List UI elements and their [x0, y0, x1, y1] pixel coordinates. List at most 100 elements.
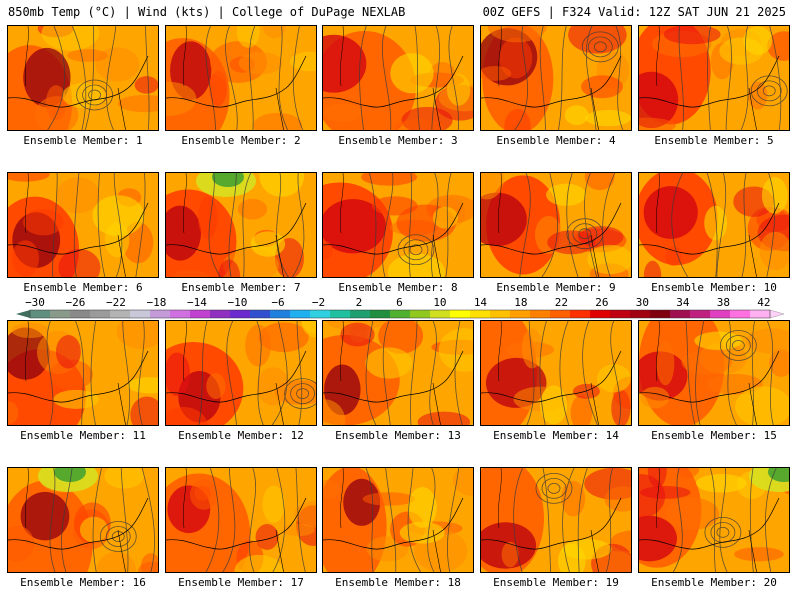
colorbar-tick-label: −14: [187, 296, 207, 309]
colorbar-tick-label: 14: [474, 296, 488, 309]
ensemble-member-label: Ensemble Member: 4: [496, 134, 616, 147]
ensemble-map-panel: [638, 172, 790, 278]
colorbar-segment: [230, 310, 251, 318]
ensemble-map-panel: [480, 172, 632, 278]
ensemble-map-panel: [165, 172, 317, 278]
ensemble-member-label: Ensemble Member: 9: [496, 281, 616, 294]
colorbar-segment: [530, 310, 551, 318]
colorbar-min-arrow: [16, 310, 30, 318]
colorbar-tick-label: −30: [25, 296, 45, 309]
colorbar-segment: [250, 310, 271, 318]
ensemble-map-panel: [7, 320, 159, 426]
colorbar-segment: [490, 310, 511, 318]
colorbar-tick-label: 26: [595, 296, 608, 309]
colorbar-segment: [510, 310, 531, 318]
ensemble-map-panel: [7, 172, 159, 278]
ensemble-member-label: Ensemble Member: 10: [651, 281, 777, 294]
colorbar-segment: [610, 310, 631, 318]
colorbar-segment: [210, 310, 231, 318]
colorbar-segment: [430, 310, 451, 318]
colorbar-tick-label: 38: [717, 296, 730, 309]
colorbar-tick-label: 18: [514, 296, 527, 309]
ensemble-member-label: Ensemble Member: 12: [178, 429, 304, 442]
ensemble-member-label: Ensemble Member: 1: [23, 134, 143, 147]
ensemble-member-label: Ensemble Member: 8: [338, 281, 458, 294]
colorbar-tick-label: 2: [356, 296, 363, 309]
ensemble-member-label: Ensemble Member: 20: [651, 576, 777, 589]
colorbar-segment: [450, 310, 471, 318]
colorbar-segment: [30, 310, 51, 318]
colorbar-segment: [330, 310, 351, 318]
colorbar-tick-label: −26: [66, 296, 86, 309]
colorbar-segment: [110, 310, 131, 318]
ensemble-member-label: Ensemble Member: 15: [651, 429, 777, 442]
ensemble-map-panel: [165, 467, 317, 573]
colorbar-segment: [670, 310, 691, 318]
ensemble-member-label: Ensemble Member: 11: [20, 429, 146, 442]
colorbar-segment: [170, 310, 191, 318]
colorbar-segment: [350, 310, 371, 318]
colorbar-tick-label: −18: [147, 296, 167, 309]
colorbar-segment: [570, 310, 591, 318]
colorbar-segment: [410, 310, 431, 318]
ensemble-member-label: Ensemble Member: 19: [493, 576, 619, 589]
colorbar-tick-label: −22: [106, 296, 126, 309]
temperature-colorbar: −30 −26 −22 −18 −14 −10 −6 −2 2 6 10 14 18 22 26 30 34 38…: [16, 296, 785, 319]
ensemble-map-panel: [480, 320, 632, 426]
ensemble-map-panel: [7, 467, 159, 573]
colorbar-segment: [310, 310, 331, 318]
colorbar-segment: [470, 310, 491, 318]
colorbar-segment: [370, 310, 391, 318]
colorbar-tick-label: 34: [676, 296, 690, 309]
ensemble-member-label: Ensemble Member: 3: [338, 134, 458, 147]
ensemble-map-panel: [480, 25, 632, 131]
colorbar-segment: [270, 310, 291, 318]
colorbar-segment: [710, 310, 731, 318]
colorbar-segment: [650, 310, 671, 318]
colorbar-tick-label: 10: [433, 296, 446, 309]
colorbar-tick-label: −2: [312, 296, 325, 309]
colorbar-tick-label: −10: [228, 296, 248, 309]
colorbar-tick-label: −6: [271, 296, 284, 309]
ensemble-member-label: Ensemble Member: 5: [654, 134, 774, 147]
ensemble-member-label: Ensemble Member: 13: [335, 429, 461, 442]
colorbar-tick-label: 42: [757, 296, 770, 309]
ensemble-member-label: Ensemble Member: 7: [181, 281, 301, 294]
colorbar-segment: [690, 310, 711, 318]
ensemble-map-panel: [638, 467, 790, 573]
ensemble-map-panel: [7, 25, 159, 131]
ensemble-member-label: Ensemble Member: 2: [181, 134, 301, 147]
ensemble-map-panel: [480, 467, 632, 573]
ensemble-member-label: Ensemble Member: 18: [335, 576, 461, 589]
ensemble-map-panel: [638, 25, 790, 131]
colorbar-segment: [550, 310, 571, 318]
colorbar-segment: [190, 310, 211, 318]
colorbar-segment: [150, 310, 171, 318]
colorbar-max-arrow: [769, 309, 785, 319]
colorbar-tick-label: 22: [555, 296, 568, 309]
ensemble-member-label: Ensemble Member: 17: [178, 576, 304, 589]
colorbar-tick-label: 6: [396, 296, 403, 309]
ensemble-map-panel: [322, 172, 474, 278]
ensemble-map-panel: [165, 25, 317, 131]
ensemble-member-label: Ensemble Member: 16: [20, 576, 146, 589]
colorbar-segment: [90, 310, 111, 318]
colorbar-tick-label: 30: [636, 296, 649, 309]
colorbar-segment: [750, 310, 771, 318]
ensemble-member-label: Ensemble Member: 6: [23, 281, 143, 294]
valid-time-label: 00Z GEFS | F324 Valid: 12Z SAT JUN 21 20…: [482, 5, 786, 19]
colorbar-segment: [130, 310, 151, 318]
colorbar-segment: [730, 310, 751, 318]
colorbar-segment: [70, 310, 91, 318]
colorbar-segment: [290, 310, 311, 318]
colorbar-segment: [630, 310, 651, 318]
ensemble-member-label: Ensemble Member: 14: [493, 429, 619, 442]
page-title: 850mb Temp (°C) | Wind (kts) | College o…: [8, 5, 406, 19]
colorbar-segment: [50, 310, 71, 318]
colorbar-segment: [390, 310, 411, 318]
colorbar-segment: [590, 310, 611, 318]
ensemble-map-panel: [322, 467, 474, 573]
ensemble-map-panel: [638, 320, 790, 426]
ensemble-map-panel: [322, 25, 474, 131]
